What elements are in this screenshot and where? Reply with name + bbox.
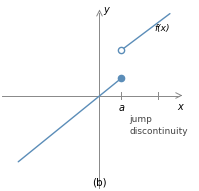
Text: a: a xyxy=(118,103,124,113)
Text: (b): (b) xyxy=(92,178,107,188)
Text: jump
discontinuity: jump discontinuity xyxy=(129,115,188,136)
Text: x: x xyxy=(178,102,183,112)
Text: y: y xyxy=(103,5,108,15)
Text: f(x): f(x) xyxy=(154,24,170,33)
